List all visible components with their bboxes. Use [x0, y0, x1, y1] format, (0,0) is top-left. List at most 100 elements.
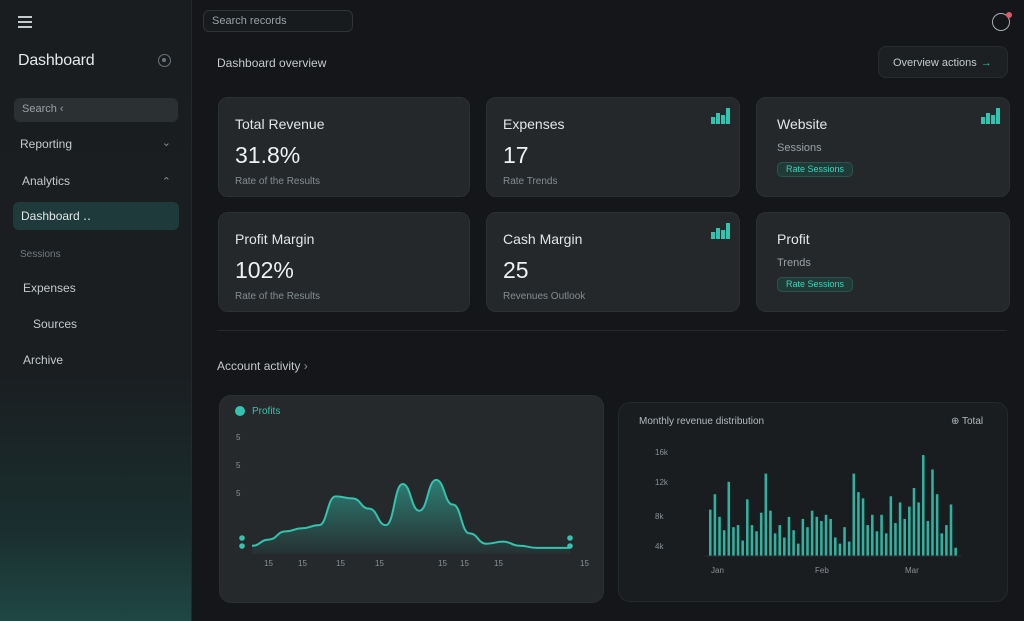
card-title: Website [777, 116, 828, 132]
bar [921, 455, 925, 556]
y-tick-label: 8k [655, 512, 664, 521]
x-tick-label: Mar [905, 566, 919, 575]
kpi-card-cash-margin[interactable]: Cash Margin 25 Revenues Outlook [486, 212, 740, 312]
chevron-down-icon[interactable]: ⌄ [161, 137, 171, 149]
sidebar-item-expenses[interactable]: Expenses [23, 281, 76, 295]
bar-chart-icon [711, 223, 733, 239]
kpi-card-expenses[interactable]: Expenses 17 Rate Trends [486, 97, 740, 197]
menu-icon[interactable] [18, 16, 32, 28]
bar [945, 525, 948, 556]
bar [912, 488, 916, 556]
series-end-marker [239, 535, 245, 541]
user-avatar-icon[interactable] [992, 12, 1012, 31]
card-title: Profit Margin [235, 231, 315, 247]
bar [954, 547, 957, 556]
bar [949, 504, 953, 556]
sidebar-item-sources[interactable]: Sources [33, 317, 78, 331]
sidebar-section-sessions: Sessions [20, 249, 61, 260]
card-value: 25 [503, 257, 529, 283]
bar [801, 518, 805, 556]
bar [815, 516, 819, 556]
card-title: Profit [777, 231, 810, 247]
bar [727, 481, 731, 556]
x-tick-label: 15 [298, 559, 307, 568]
bar [769, 510, 772, 556]
overview-actions-button[interactable]: Overview actions → [878, 46, 1008, 78]
kpi-card-profit[interactable]: Profit Trends Rate Sessions [756, 212, 1010, 312]
bar [834, 537, 837, 556]
bar [796, 543, 800, 556]
x-tick-label: Feb [815, 566, 829, 575]
top-search-input[interactable]: Search records [203, 10, 353, 32]
y-tick-label: 16k [655, 448, 669, 457]
bar [917, 502, 920, 556]
bar [810, 510, 814, 556]
y-tick-label: 5 [236, 461, 241, 470]
kpi-card-total-revenue[interactable]: Total Revenue 31.8% Rate of the Results [218, 97, 470, 197]
chart-legend[interactable]: ⊕ Total [951, 416, 984, 427]
card-subtitle: Rate Trends [503, 176, 558, 187]
bar [847, 541, 851, 556]
y-tick-label: 12k [655, 478, 669, 487]
card-title: Total Revenue [235, 116, 325, 132]
bar [746, 499, 749, 556]
legend-label: Profits [252, 406, 281, 417]
area-fill [252, 479, 570, 554]
card-title: Expenses [503, 116, 565, 132]
bar [884, 533, 888, 556]
sidebar-item-reporting[interactable]: Reporting [20, 137, 73, 151]
bar [908, 506, 911, 556]
bar [718, 516, 721, 556]
legend-marker [235, 406, 245, 416]
chevron-up-icon[interactable]: ⌃ [161, 176, 171, 188]
x-tick-label: 15 [264, 559, 273, 568]
card-subtitle: Rate of the Results [235, 291, 321, 302]
area-line [251, 478, 570, 549]
series-end-marker [239, 543, 245, 549]
card-subtitle: Sessions [777, 142, 822, 154]
settings-badge-icon[interactable] [158, 54, 171, 67]
bar [824, 514, 828, 556]
kpi-card-profit-margin[interactable]: Profit Margin 102% Rate of the Results [218, 212, 470, 312]
status-badge: Rate Sessions [777, 277, 854, 292]
bar [787, 516, 791, 556]
y-tick-label: 5 [236, 433, 241, 442]
sidebar-item-dashboard[interactable]: Dashboard ‥ [13, 202, 179, 230]
x-tick-label: 15 [460, 559, 469, 568]
bar [829, 518, 832, 556]
bar [866, 525, 869, 556]
kpi-card-website[interactable]: Website Sessions Rate Sessions [756, 97, 1010, 197]
page-title: Dashboard overview [217, 56, 327, 70]
bar [713, 494, 717, 556]
bar [741, 540, 744, 556]
bar [843, 527, 846, 556]
bar [889, 496, 893, 556]
x-tick-label: 15 [336, 559, 345, 568]
bar [736, 525, 740, 556]
card-value: 102% [235, 257, 294, 283]
card-value: 17 [503, 142, 529, 168]
bar [778, 525, 781, 556]
sidebar-item-archive[interactable]: Archive [23, 353, 64, 367]
y-tick-label: 5 [236, 489, 241, 498]
sidebar-search-input[interactable]: Search ‹ [14, 98, 178, 122]
bar-chart-icon [711, 108, 733, 124]
bar [861, 498, 865, 556]
x-tick-label: 15 [438, 559, 447, 568]
bar [732, 527, 735, 556]
bar [871, 514, 874, 556]
card-subtitle: Trends [777, 257, 811, 269]
bar [940, 533, 944, 556]
x-tick-label: Jan [711, 566, 724, 575]
y-tick-label: 4k [655, 542, 664, 551]
divider [217, 330, 1007, 331]
bar [722, 530, 726, 556]
bar [852, 473, 856, 556]
bar-chart: 16k 12k 8k 4k Jan Feb Mar [655, 448, 961, 575]
sidebar-item-analytics[interactable]: Analytics [22, 174, 71, 188]
bar [755, 531, 758, 556]
bar [709, 509, 712, 556]
bar [773, 533, 777, 556]
card-subtitle: Rate of the Results [235, 176, 321, 187]
card-subtitle: Revenues Outlook [503, 291, 586, 302]
